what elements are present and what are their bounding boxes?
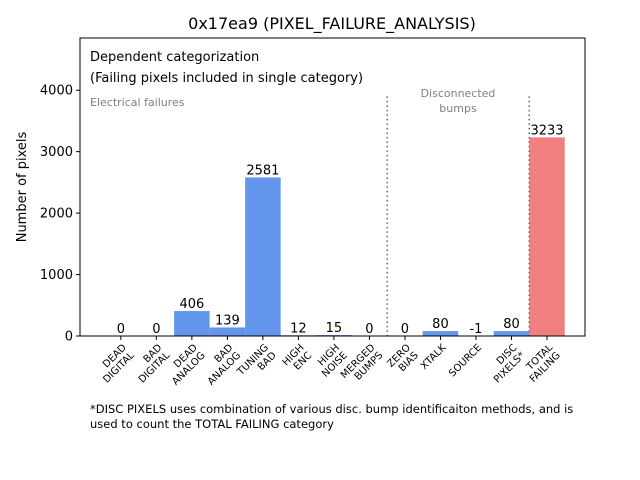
bar xyxy=(174,311,210,336)
data-label: 0 xyxy=(401,322,409,337)
bar xyxy=(209,327,246,336)
data-label: 80 xyxy=(503,317,520,332)
y-tick-label: 3000 xyxy=(40,145,73,160)
disconnected-label-2: bumps xyxy=(439,102,477,115)
data-label: 2581 xyxy=(246,163,279,178)
y-tick-label: 1000 xyxy=(40,268,73,283)
bar xyxy=(245,177,281,336)
data-label: 0 xyxy=(117,322,125,337)
data-label: 12 xyxy=(290,321,307,336)
y-axis-label: Number of pixels xyxy=(15,131,30,242)
data-label: 406 xyxy=(179,297,204,312)
heading-2: (Failing pixels included in single categ… xyxy=(90,71,363,86)
disconnected-label-1: Disconnected xyxy=(421,87,496,100)
y-tick-label: 2000 xyxy=(40,207,73,222)
plot-frame xyxy=(79,37,586,337)
heading-1: Dependent categorization xyxy=(90,50,259,65)
data-label: 80 xyxy=(432,317,449,332)
y-tick-label: 4000 xyxy=(40,84,73,99)
data-label: 15 xyxy=(326,321,343,336)
bar xyxy=(493,331,530,336)
y-tick-label: 0 xyxy=(65,330,73,345)
data-label: 0 xyxy=(152,322,160,337)
data-label: 139 xyxy=(215,313,240,328)
data-label: 3233 xyxy=(530,123,563,138)
footnote-line-2: used to count the TOTAL FAILING category xyxy=(90,417,334,431)
bar xyxy=(529,137,565,336)
data-label: 0 xyxy=(365,322,373,337)
bar xyxy=(422,331,459,336)
electrical-failures-label: Electrical failures xyxy=(90,96,185,109)
chart-title: 0x17ea9 (PIXEL_FAILURE_ANALYSIS) xyxy=(188,14,476,34)
footnote-line-1: *DISC PIXELS uses combination of various… xyxy=(90,402,573,416)
data-label: -1 xyxy=(469,322,482,337)
